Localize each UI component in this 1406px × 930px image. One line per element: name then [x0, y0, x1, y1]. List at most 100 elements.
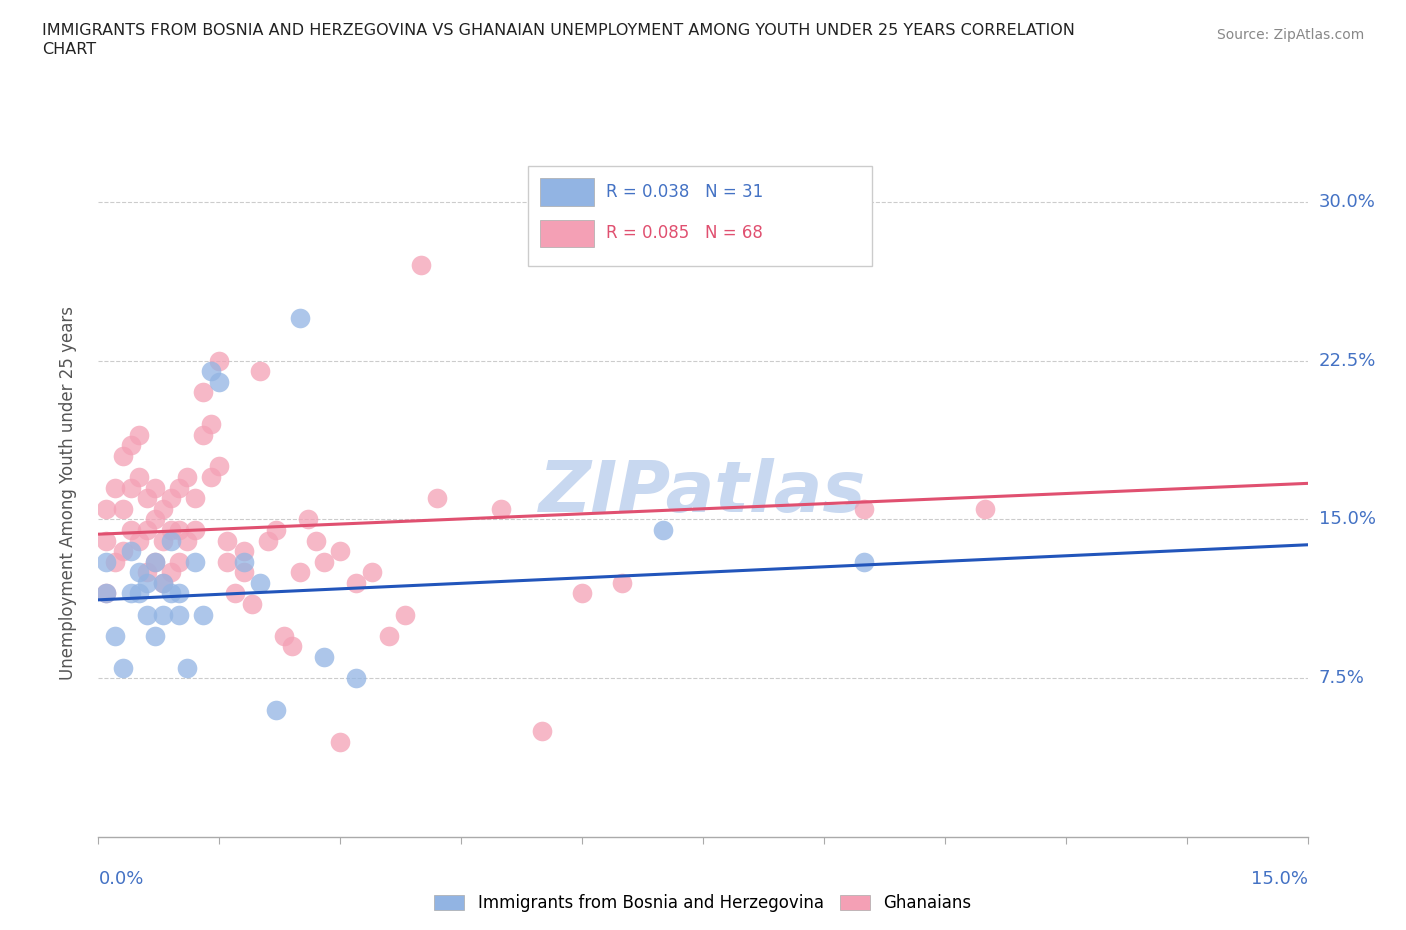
Point	[232, 544, 254, 559]
Point	[193, 607, 215, 622]
Point	[160, 523, 183, 538]
Point	[281, 639, 304, 654]
Point	[208, 374, 231, 389]
Text: Source: ZipAtlas.com: Source: ZipAtlas.com	[1216, 28, 1364, 42]
Point	[143, 512, 166, 526]
Y-axis label: Unemployment Among Youth under 25 years: Unemployment Among Youth under 25 years	[59, 306, 77, 680]
Legend: Immigrants from Bosnia and Herzegovina, Ghanaians: Immigrants from Bosnia and Herzegovina, …	[434, 895, 972, 912]
Point	[184, 491, 207, 506]
Point	[426, 491, 449, 506]
Point	[208, 353, 231, 368]
Point	[135, 565, 157, 579]
Point	[111, 501, 134, 516]
Point	[200, 417, 222, 432]
Point	[853, 554, 876, 569]
Point	[160, 533, 183, 548]
Point	[249, 576, 271, 591]
Point	[167, 586, 190, 601]
Point	[152, 501, 174, 516]
Point	[128, 470, 150, 485]
Point	[329, 544, 352, 559]
Point	[167, 607, 190, 622]
Text: IMMIGRANTS FROM BOSNIA AND HERZEGOVINA VS GHANAIAN UNEMPLOYMENT AMONG YOUTH UNDE: IMMIGRANTS FROM BOSNIA AND HERZEGOVINA V…	[42, 23, 1076, 38]
Point	[152, 576, 174, 591]
FancyBboxPatch shape	[527, 166, 872, 266]
Point	[128, 427, 150, 442]
Point	[217, 533, 239, 548]
Point	[264, 702, 287, 717]
Point	[96, 501, 118, 516]
Point	[111, 660, 134, 675]
Point	[128, 565, 150, 579]
Point	[974, 501, 997, 516]
Point	[297, 512, 319, 526]
Point	[120, 480, 142, 495]
Point	[160, 491, 183, 506]
Point	[135, 576, 157, 591]
Point	[111, 544, 134, 559]
Point	[256, 533, 278, 548]
Point	[249, 364, 271, 379]
Point	[200, 364, 222, 379]
Point	[314, 649, 336, 664]
Text: R = 0.085   N = 68: R = 0.085 N = 68	[606, 224, 763, 243]
Point	[305, 533, 328, 548]
Point	[128, 586, 150, 601]
Point	[232, 554, 254, 569]
Point	[152, 533, 174, 548]
Point	[571, 586, 593, 601]
Text: 22.5%: 22.5%	[1319, 352, 1376, 369]
Point	[193, 385, 215, 400]
Text: ZIPatlas: ZIPatlas	[540, 458, 866, 527]
Point	[96, 533, 118, 548]
Point	[288, 311, 311, 325]
Point	[853, 501, 876, 516]
Point	[232, 565, 254, 579]
Point	[273, 629, 295, 644]
Text: 0.0%: 0.0%	[98, 870, 143, 887]
Point	[96, 586, 118, 601]
FancyBboxPatch shape	[540, 219, 595, 247]
Point	[329, 735, 352, 750]
Point	[167, 523, 190, 538]
Point	[152, 576, 174, 591]
Point	[200, 470, 222, 485]
Point	[240, 597, 263, 612]
Point	[120, 544, 142, 559]
Point	[111, 448, 134, 463]
Text: 15.0%: 15.0%	[1250, 870, 1308, 887]
Point	[160, 565, 183, 579]
Point	[208, 459, 231, 474]
Point	[135, 607, 157, 622]
Point	[135, 491, 157, 506]
Point	[377, 629, 399, 644]
Point	[128, 533, 150, 548]
Point	[530, 724, 553, 738]
Point	[103, 629, 125, 644]
Point	[120, 523, 142, 538]
Point	[167, 554, 190, 569]
Point	[96, 586, 118, 601]
Point	[264, 523, 287, 538]
Point	[96, 554, 118, 569]
Point	[491, 501, 513, 516]
Text: 7.5%: 7.5%	[1319, 670, 1365, 687]
Text: CHART: CHART	[42, 42, 96, 57]
Point	[143, 480, 166, 495]
Point	[143, 554, 166, 569]
Point	[120, 586, 142, 601]
Point	[184, 523, 207, 538]
Point	[612, 576, 634, 591]
Point	[103, 554, 125, 569]
Point	[152, 607, 174, 622]
Point	[344, 671, 367, 685]
Point	[103, 480, 125, 495]
Point	[409, 258, 432, 272]
Point	[167, 480, 190, 495]
Point	[176, 533, 198, 548]
Point	[143, 629, 166, 644]
Point	[193, 427, 215, 442]
Text: 30.0%: 30.0%	[1319, 193, 1375, 211]
Point	[120, 438, 142, 453]
Point	[224, 586, 246, 601]
